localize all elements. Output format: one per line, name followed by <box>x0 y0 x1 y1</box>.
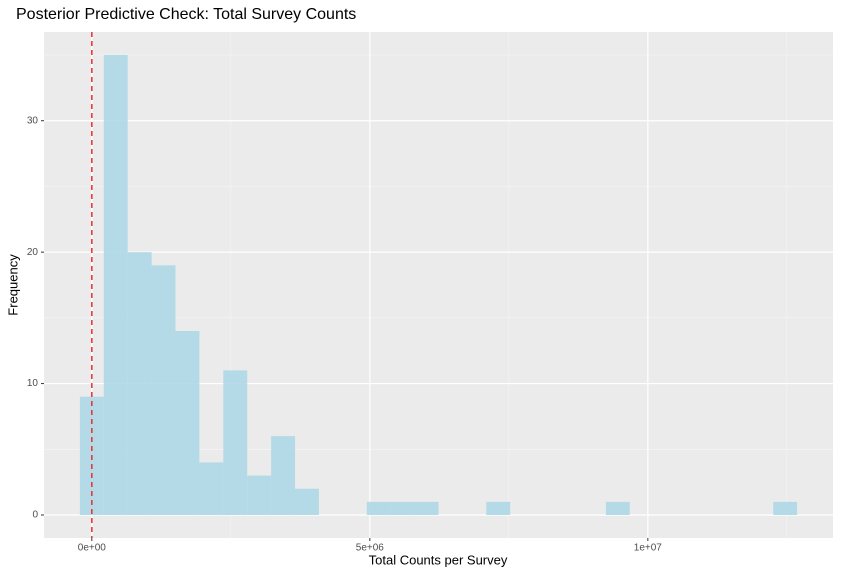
bar <box>127 252 152 515</box>
x-tick-label: 1e+07 <box>634 543 663 554</box>
bar <box>773 501 798 515</box>
bar <box>414 501 439 515</box>
bar <box>366 501 391 515</box>
y-tick-label: 20 <box>27 247 39 258</box>
x-tick-label: 0e+00 <box>78 543 107 554</box>
bar <box>175 331 200 515</box>
bar <box>151 265 176 515</box>
y-axis-label: Frequency <box>5 254 20 316</box>
bar <box>223 370 248 515</box>
y-tick-label: 0 <box>32 510 38 521</box>
bar <box>390 501 415 515</box>
bar <box>486 501 511 515</box>
chart-title: Posterior Predictive Check: Total Survey… <box>16 6 356 23</box>
y-tick-label: 10 <box>27 378 39 389</box>
bar <box>605 501 630 515</box>
x-tick-label: 5e+06 <box>356 543 385 554</box>
y-tick-label: 30 <box>27 115 39 126</box>
bar <box>271 436 296 515</box>
x-axis-label: Total Counts per Survey <box>369 552 508 567</box>
bar <box>199 462 224 515</box>
bar <box>247 475 272 515</box>
bar <box>295 488 319 515</box>
bar <box>103 55 128 515</box>
